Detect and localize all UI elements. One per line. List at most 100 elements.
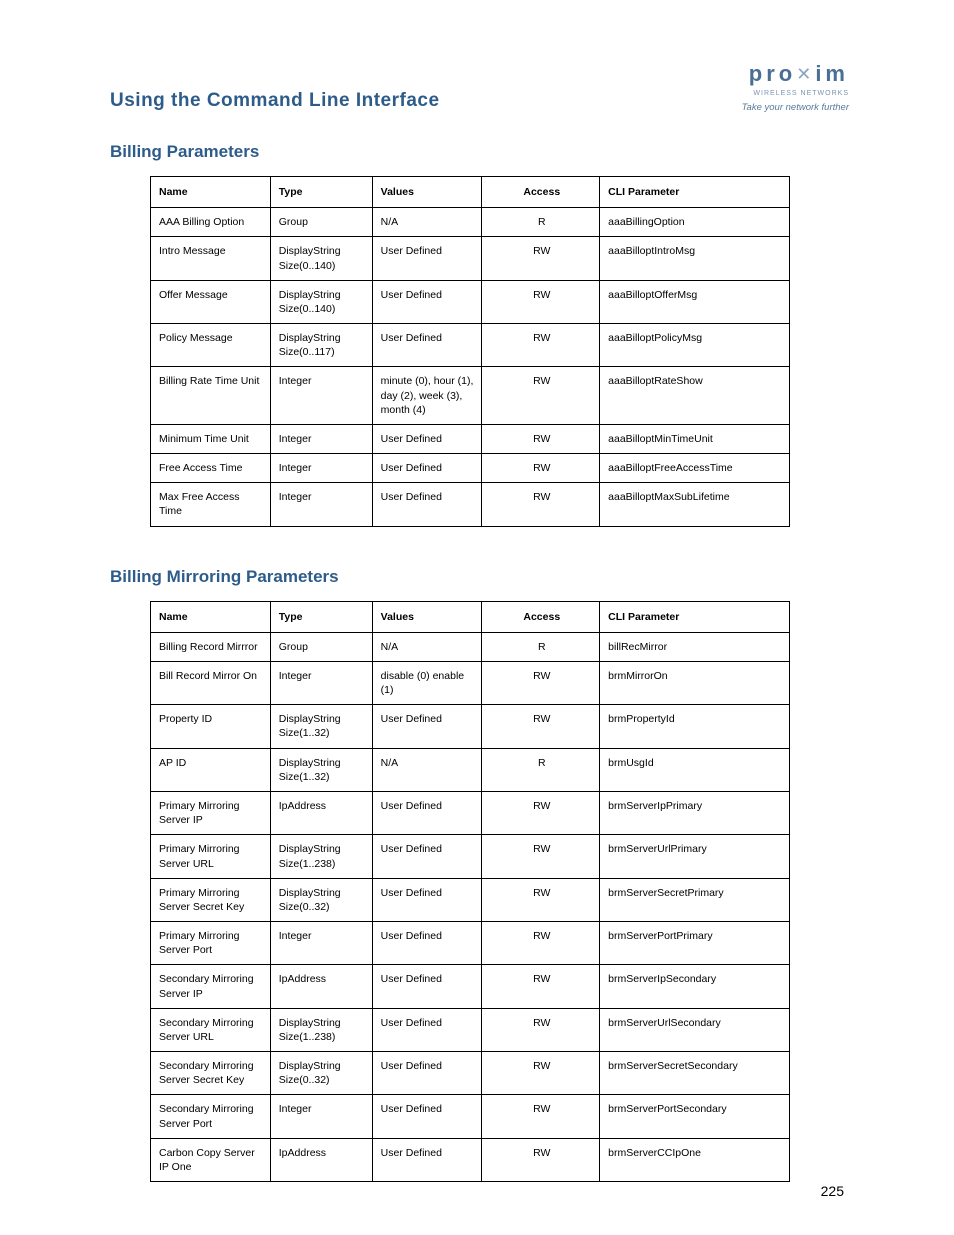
cell-name: Free Access Time bbox=[151, 454, 271, 483]
section-title-billing-parameters: Billing Parameters bbox=[110, 142, 849, 162]
page-number: 225 bbox=[821, 1183, 844, 1199]
table-row: Secondary Mirroring Server PortIntegerUs… bbox=[151, 1095, 790, 1138]
cell-type: Group bbox=[270, 208, 372, 237]
col-header-cli: CLI Parameter bbox=[600, 177, 790, 208]
cell-values: User Defined bbox=[372, 1095, 482, 1138]
cell-cli: aaaBilloptPolicyMsg bbox=[600, 324, 790, 367]
cell-access: RW bbox=[482, 922, 600, 965]
cell-cli: brmServerIpSecondary bbox=[600, 965, 790, 1008]
cell-cli: brmServerUrlSecondary bbox=[600, 1008, 790, 1051]
col-header-values: Values bbox=[372, 601, 482, 632]
cell-name: Secondary Mirroring Server URL bbox=[151, 1008, 271, 1051]
cell-cli: aaaBilloptRateShow bbox=[600, 367, 790, 425]
cell-values: User Defined bbox=[372, 483, 482, 526]
cell-type: Integer bbox=[270, 661, 372, 704]
cell-name: Offer Message bbox=[151, 280, 271, 323]
cell-name: Secondary Mirroring Server Secret Key bbox=[151, 1052, 271, 1095]
table-row: Free Access TimeIntegerUser DefinedRWaaa… bbox=[151, 454, 790, 483]
col-header-cli: CLI Parameter bbox=[600, 601, 790, 632]
cell-cli: brmServerPortSecondary bbox=[600, 1095, 790, 1138]
cell-type: Integer bbox=[270, 454, 372, 483]
cell-access: R bbox=[482, 632, 600, 661]
cell-values: N/A bbox=[372, 208, 482, 237]
table-row: Carbon Copy Server IP OneIpAddressUser D… bbox=[151, 1138, 790, 1181]
cell-access: RW bbox=[482, 280, 600, 323]
table-row: Offer MessageDisplayString Size(0..140)U… bbox=[151, 280, 790, 323]
cell-name: Policy Message bbox=[151, 324, 271, 367]
cell-access: RW bbox=[482, 424, 600, 453]
cell-name: Intro Message bbox=[151, 237, 271, 280]
cell-cli: brmServerSecretPrimary bbox=[600, 878, 790, 921]
cell-name: Secondary Mirroring Server Port bbox=[151, 1095, 271, 1138]
cell-type: Integer bbox=[270, 424, 372, 453]
cell-access: RW bbox=[482, 483, 600, 526]
cell-cli: brmServerPortPrimary bbox=[600, 922, 790, 965]
cell-values: User Defined bbox=[372, 324, 482, 367]
logo-subtext: WIRELESS NETWORKS bbox=[742, 89, 849, 98]
cell-values: User Defined bbox=[372, 237, 482, 280]
cell-type: DisplayString Size(1..238) bbox=[270, 835, 372, 878]
table-header-row: Name Type Values Access CLI Parameter bbox=[151, 601, 790, 632]
logo-wordmark: pro ✕ im bbox=[742, 60, 849, 89]
logo-x-icon: ✕ bbox=[796, 63, 815, 86]
cell-access: RW bbox=[482, 1138, 600, 1181]
table-row: Primary Mirroring Server IPIpAddressUser… bbox=[151, 791, 790, 834]
billing-parameters-table: Name Type Values Access CLI Parameter AA… bbox=[150, 176, 790, 527]
cell-values: User Defined bbox=[372, 705, 482, 748]
cell-name: Primary Mirroring Server URL bbox=[151, 835, 271, 878]
cell-type: DisplayString Size(1..32) bbox=[270, 705, 372, 748]
cell-name: Carbon Copy Server IP One bbox=[151, 1138, 271, 1181]
brand-logo: pro ✕ im WIRELESS NETWORKS Take your net… bbox=[742, 60, 849, 114]
cell-access: RW bbox=[482, 835, 600, 878]
cell-type: Integer bbox=[270, 1095, 372, 1138]
cell-values: N/A bbox=[372, 748, 482, 791]
table-row: Primary Mirroring Server PortIntegerUser… bbox=[151, 922, 790, 965]
cell-values: User Defined bbox=[372, 835, 482, 878]
cell-type: DisplayString Size(1..32) bbox=[270, 748, 372, 791]
cell-type: DisplayString Size(0..140) bbox=[270, 237, 372, 280]
table-row: Property IDDisplayString Size(1..32)User… bbox=[151, 705, 790, 748]
cell-cli: aaaBilloptFreeAccessTime bbox=[600, 454, 790, 483]
cell-type: Integer bbox=[270, 367, 372, 425]
cell-cli: brmMirrorOn bbox=[600, 661, 790, 704]
logo-text-pro: pro bbox=[749, 60, 796, 89]
cell-type: Integer bbox=[270, 922, 372, 965]
cell-name: AP ID bbox=[151, 748, 271, 791]
table-row: Secondary Mirroring Server IPIpAddressUs… bbox=[151, 965, 790, 1008]
col-header-type: Type bbox=[270, 601, 372, 632]
logo-tagline: Take your network further bbox=[742, 102, 849, 114]
cell-type: DisplayString Size(1..238) bbox=[270, 1008, 372, 1051]
cell-values: User Defined bbox=[372, 280, 482, 323]
cell-name: Primary Mirroring Server IP bbox=[151, 791, 271, 834]
cell-cli: brmServerCCIpOne bbox=[600, 1138, 790, 1181]
cell-values: N/A bbox=[372, 632, 482, 661]
cell-values: User Defined bbox=[372, 922, 482, 965]
table-row: Primary Mirroring Server URLDisplayStrin… bbox=[151, 835, 790, 878]
cell-name: Bill Record Mirror On bbox=[151, 661, 271, 704]
cell-type: DisplayString Size(0..32) bbox=[270, 878, 372, 921]
col-header-name: Name bbox=[151, 601, 271, 632]
table-row: Billing Record MirrrorGroupN/ARbillRecMi… bbox=[151, 632, 790, 661]
section-title-billing-mirroring: Billing Mirroring Parameters bbox=[110, 567, 849, 587]
col-header-access: Access bbox=[482, 177, 600, 208]
cell-values: User Defined bbox=[372, 424, 482, 453]
col-header-access: Access bbox=[482, 601, 600, 632]
cell-cli: brmServerIpPrimary bbox=[600, 791, 790, 834]
cell-access: RW bbox=[482, 661, 600, 704]
cell-access: RW bbox=[482, 878, 600, 921]
document-page: Using the Command Line Interface pro ✕ i… bbox=[0, 0, 954, 1235]
cell-type: IpAddress bbox=[270, 965, 372, 1008]
cell-access: RW bbox=[482, 1095, 600, 1138]
cell-type: DisplayString Size(0..140) bbox=[270, 280, 372, 323]
table-row: Minimum Time UnitIntegerUser DefinedRWaa… bbox=[151, 424, 790, 453]
table-row: Billing Rate Time UnitIntegerminute (0),… bbox=[151, 367, 790, 425]
cell-access: RW bbox=[482, 1008, 600, 1051]
cell-name: AAA Billing Option bbox=[151, 208, 271, 237]
cell-access: R bbox=[482, 208, 600, 237]
cell-cli: brmServerUrlPrimary bbox=[600, 835, 790, 878]
cell-access: RW bbox=[482, 791, 600, 834]
cell-access: RW bbox=[482, 454, 600, 483]
table-row: AP IDDisplayString Size(1..32)N/ARbrmUsg… bbox=[151, 748, 790, 791]
cell-access: R bbox=[482, 748, 600, 791]
cell-name: Max Free Access Time bbox=[151, 483, 271, 526]
